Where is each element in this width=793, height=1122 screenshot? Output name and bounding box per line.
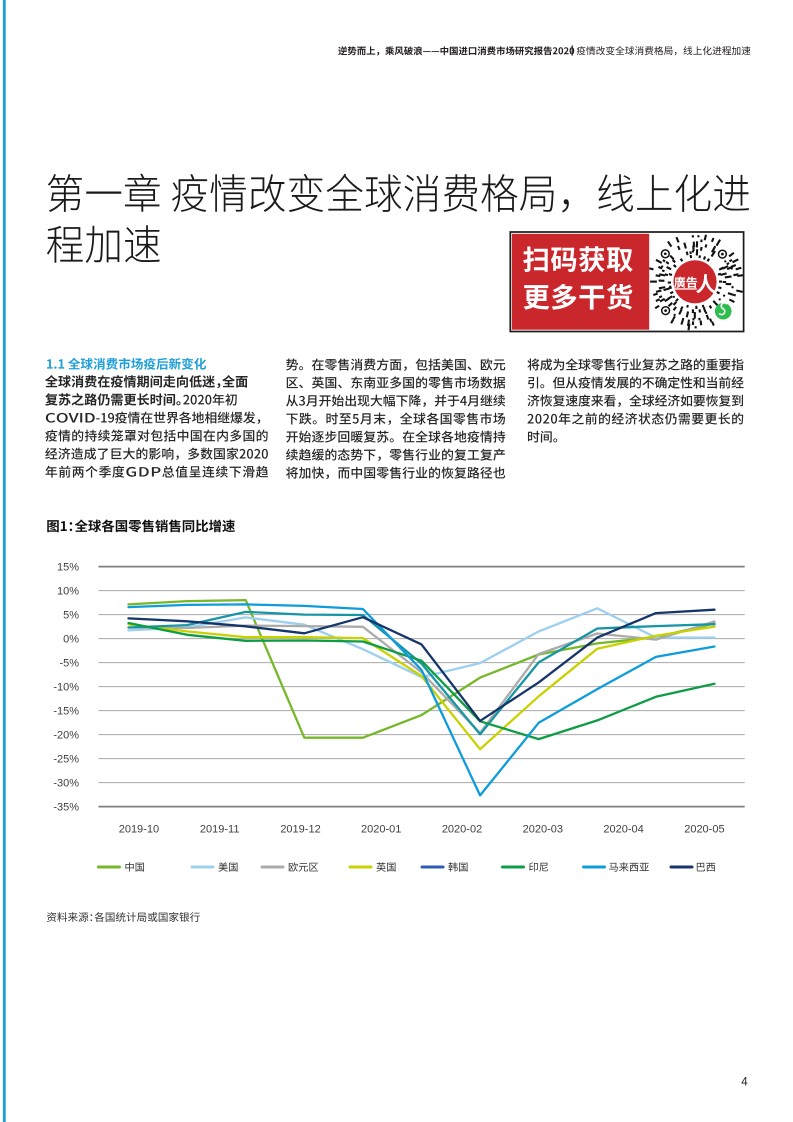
svg-text:-25%: -25%	[53, 753, 79, 765]
svg-text:2020-03: 2020-03	[523, 824, 563, 836]
svg-text:0%: 0%	[63, 633, 79, 645]
svg-text:5%: 5%	[63, 609, 79, 621]
svg-text:10%: 10%	[57, 585, 79, 597]
svg-text:2020-02: 2020-02	[442, 824, 482, 836]
svg-text:-35%: -35%	[53, 801, 79, 813]
svg-text:-30%: -30%	[53, 777, 79, 789]
svg-text:-20%: -20%	[53, 729, 79, 741]
svg-text:-10%: -10%	[53, 681, 79, 693]
svg-text:15%: 15%	[57, 561, 79, 573]
svg-text:2020-04: 2020-04	[603, 824, 643, 836]
svg-text:2019-11: 2019-11	[200, 824, 240, 836]
svg-text:2019-12: 2019-12	[280, 824, 320, 836]
svg-text:-5%: -5%	[59, 657, 79, 669]
svg-text:2019-10: 2019-10	[119, 824, 159, 836]
svg-text:-15%: -15%	[53, 705, 79, 717]
svg-text:2020-01: 2020-01	[361, 824, 401, 836]
svg-text:4: 4	[741, 1077, 748, 1089]
svg-text:2020-05: 2020-05	[684, 824, 724, 836]
